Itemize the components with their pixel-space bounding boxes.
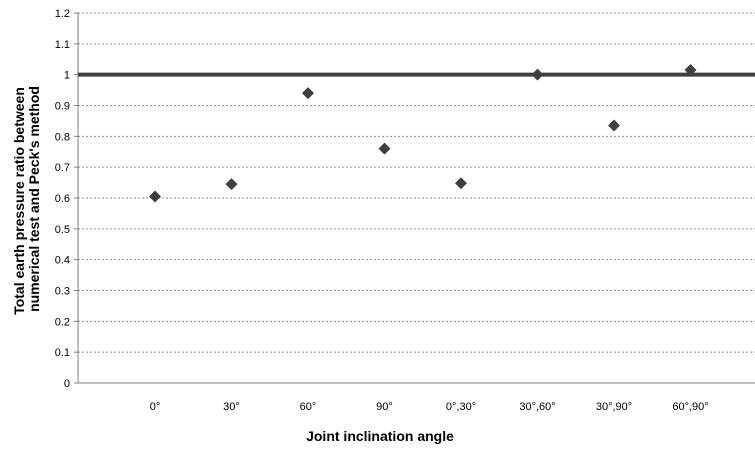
x-axis-title: Joint inclination angle: [306, 428, 454, 444]
y-tick-label: 0: [64, 378, 70, 390]
y-axis-title-line-2: numerical test and Peck's method: [26, 86, 42, 312]
data-point: [455, 177, 467, 190]
y-tick-label: 0.8: [55, 131, 70, 143]
x-tick-label: 60°,90°: [672, 401, 708, 413]
y-tick-label: 0.9: [55, 101, 70, 113]
y-tick-label: 0.2: [55, 316, 70, 328]
data-point: [608, 119, 620, 132]
y-axis-title: Total earth pressure ratio between numer…: [11, 83, 42, 315]
y-axis-title-line-1: Total earth pressure ratio between: [11, 87, 27, 315]
x-tick-label: 90°: [376, 401, 393, 413]
y-tick-label: 0.7: [55, 162, 70, 174]
y-tick-label: 0.5: [55, 224, 70, 236]
data-point: [531, 68, 544, 81]
y-tick-label: 1.2: [55, 8, 70, 20]
y-tick-label: 0.6: [55, 193, 70, 205]
x-tick-label: 30°: [223, 401, 240, 413]
y-tick-labels: 0 0.1 0.2 0.3 0.4 0.5 0.6 0.7 0.8 0.9 1 1.1 1.2: [55, 8, 70, 390]
y-tick-label: 1: [64, 70, 70, 82]
data-point: [302, 87, 314, 100]
x-tick-label: 30°,90°: [596, 401, 632, 413]
x-tick-labels: 0° 30° 60° 90° 0°,30° 30°,60° 30°,90° 60°,90°: [150, 401, 709, 413]
x-tick-label: 60°: [300, 401, 317, 413]
gridlines: [78, 12, 755, 353]
y-tick-label: 0.4: [55, 255, 70, 267]
data-point: [378, 142, 391, 155]
data-point: [684, 64, 697, 77]
data-point: [225, 178, 238, 191]
y-tick-label: 0.1: [55, 347, 70, 359]
x-tick-label: 0°: [150, 401, 161, 413]
x-tick-label: 0°,30°: [446, 401, 476, 413]
data-point: [149, 190, 161, 203]
y-tick-label: 1.1: [55, 39, 70, 51]
y-tick-label: 0.3: [55, 286, 70, 298]
x-tick-label: 30°,60°: [519, 401, 555, 413]
data-points: [149, 64, 697, 203]
